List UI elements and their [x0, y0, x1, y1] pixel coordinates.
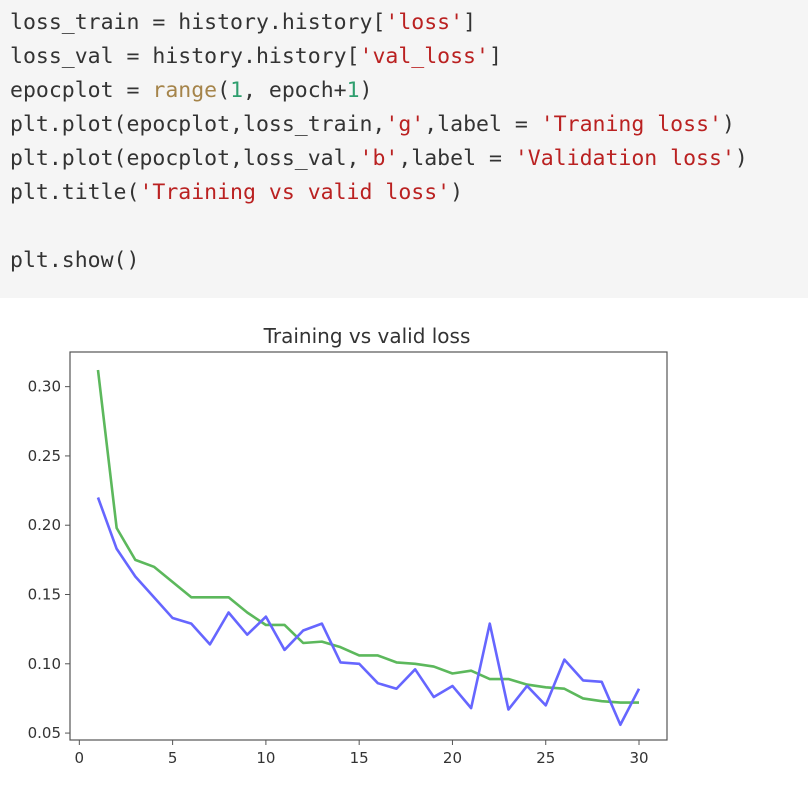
- code-token: plt.plot(epocplot,loss_train,: [10, 112, 386, 137]
- code-editor[interactable]: loss_train = history.history['loss'] loss…: [10, 6, 808, 278]
- validation-loss-line: [96, 497, 641, 727]
- code-token: 'val_loss': [359, 44, 489, 69]
- y-tick-label: 0.25: [28, 447, 61, 465]
- code-token: ): [450, 180, 464, 205]
- x-tick-label: 10: [256, 749, 275, 767]
- code-line: plt.plot(epocplot,loss_train,'g',label =…: [10, 108, 808, 142]
- code-line: [10, 210, 808, 244]
- code-token: epocplot =: [10, 78, 153, 103]
- axes-frame: [69, 351, 668, 741]
- code-line: plt.show(): [10, 244, 808, 278]
- code-line: epocplot = range(1, epoch+1): [10, 74, 808, 108]
- x-tick-label: 0: [75, 749, 85, 767]
- code-line: loss_train = history.history['loss']: [10, 6, 808, 40]
- code-token: ]: [488, 44, 502, 69]
- code-token: (: [217, 78, 231, 103]
- plot-layer: 0 5 10 15 20 25 30 0.05 0.10 0.15 0.20 0.25 0.30: [28, 351, 668, 767]
- code-token: 'loss': [385, 10, 464, 35]
- x-tick-label: 5: [168, 749, 178, 767]
- x-tick-label: 25: [536, 749, 555, 767]
- code-token: 'Traning loss': [540, 112, 722, 137]
- code-token: plt.show(): [10, 248, 140, 273]
- code-token: 1: [230, 78, 244, 103]
- y-tick-label: 0.10: [28, 655, 61, 673]
- code-line: plt.plot(epocplot,loss_val,'b',label = '…: [10, 142, 808, 176]
- code-token: 'g': [385, 112, 425, 137]
- code-token: ): [721, 112, 735, 137]
- y-tick-label: 0.15: [28, 586, 61, 604]
- code-token: , epoch+: [243, 78, 347, 103]
- code-cell[interactable]: loss_train = history.history['loss'] loss…: [0, 0, 808, 298]
- code-token: ]: [463, 10, 477, 35]
- code-token: plt.plot(epocplot,loss_val,: [10, 146, 360, 171]
- training-loss-line: [96, 369, 640, 704]
- code-token: loss_val = history.history[: [10, 44, 360, 69]
- x-tick-label: 20: [443, 749, 462, 767]
- code-token: 'Validation loss': [514, 146, 735, 171]
- code-token: ): [359, 78, 373, 103]
- code-token: ): [734, 146, 748, 171]
- code-line: loss_val = history.history['val_loss']: [10, 40, 808, 74]
- y-tick-label: 0.20: [28, 516, 61, 534]
- code-token: 'Training vs valid loss': [139, 180, 451, 205]
- loss-line-chart: Training vs valid loss 0 5 10 15 20 25 300.050…: [28, 324, 668, 767]
- code-line: plt.title('Training vs valid loss'): [10, 176, 808, 210]
- x-tick-label: 30: [629, 749, 648, 767]
- chart-title: Training vs valid loss: [263, 324, 471, 348]
- code-token: 'b': [359, 146, 399, 171]
- code-token: plt.title(: [10, 180, 140, 205]
- y-tick-label: 0.05: [28, 724, 61, 742]
- x-tick-label: 15: [350, 749, 369, 767]
- code-token: range: [152, 78, 218, 103]
- code-token: ,label =: [398, 146, 515, 171]
- y-tick-label: 0.30: [28, 378, 61, 396]
- code-token: ,label =: [424, 112, 541, 137]
- code-token: loss_train = history.history[: [10, 10, 386, 35]
- code-token: 1: [346, 78, 360, 103]
- output-area: Training vs valid loss 0 5 10 15 20 25 30 0.05 0…: [0, 298, 808, 792]
